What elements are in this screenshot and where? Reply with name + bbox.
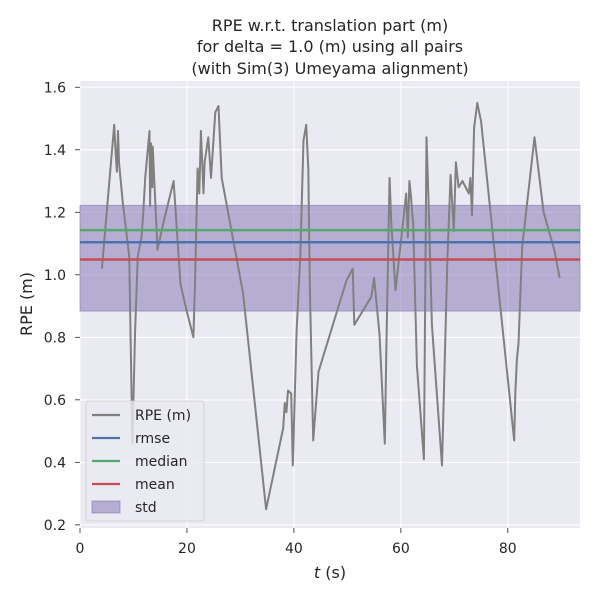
chart-title-line-3: (with Sim(3) Umeyama alignment) [191,59,468,78]
legend-label-mean: mean [135,477,175,493]
x-tick-label: 60 [392,541,410,557]
y-axis-label: RPE (m) [17,272,36,336]
y-tick-label: 0.4 [44,455,66,471]
legend-label-median: median [135,454,187,470]
legend-box [85,400,205,522]
legend-label-std: std [135,500,157,516]
chart-title-line-2: for delta = 1.0 (m) using all pairs [197,37,463,56]
rpe-series-line [100,101,561,511]
x-tick-label: 20 [178,541,196,557]
x-tick-label: 40 [285,541,303,557]
legend-label-rmse: rmse [135,431,170,447]
std-band [79,204,581,312]
x-tick-labels: 0 20 40 60 80 [76,541,517,557]
y-tick-label: 1.2 [44,205,66,221]
chart-title-line-1: RPE w.r.t. translation part (m) [212,16,448,35]
legend-label-rpe: RPE (m) [135,408,191,424]
legend-swatch-std [91,500,121,514]
x-axis-label: t (s) [314,563,346,582]
statistic-lines-layer [80,228,580,261]
y-tick-label: 1.0 [44,268,66,284]
rpe-series-layer [100,101,561,511]
y-tick-labels: 0.2 0.4 0.6 0.8 1.0 1.2 1.4 1.6 [44,80,66,534]
y-tick-label: 1.4 [44,143,66,159]
x-tick-label: 0 [76,541,85,557]
y-tick-label: 0.8 [44,330,66,346]
y-tick-label: 1.6 [44,80,66,96]
y-tick-label: 0.6 [44,393,66,409]
std-band-layer [79,204,581,312]
legend: RPE (m) rmse median mean std [85,400,205,522]
x-tick-label: 80 [499,541,517,557]
y-tick-label: 0.2 [44,518,66,534]
